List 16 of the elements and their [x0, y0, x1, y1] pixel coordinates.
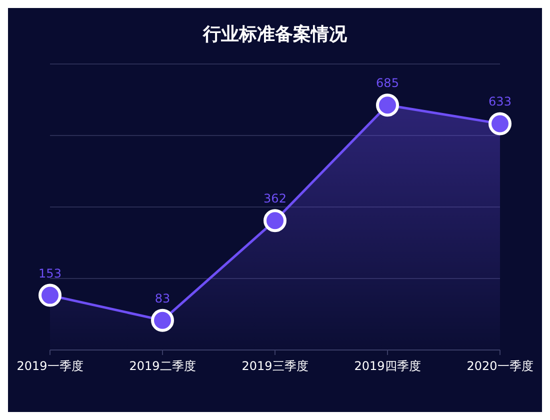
data-label: 685	[376, 76, 399, 90]
x-tick-label: 2019四季度	[354, 359, 421, 373]
data-label: 83	[154, 291, 170, 306]
point	[376, 94, 399, 117]
point	[488, 112, 512, 136]
data-label: 362	[264, 192, 286, 206]
chart-title: 行业标准备案情况	[202, 24, 348, 45]
point	[264, 209, 286, 232]
point	[151, 308, 174, 332]
data-label: 153	[38, 266, 62, 280]
x-tick-label: 2019一季度	[16, 359, 84, 373]
x-tick-label: 2019三季度	[242, 359, 308, 373]
x-tick-label: 2019二季度	[129, 359, 196, 373]
x-tick-label: 2020一季度	[466, 359, 534, 373]
data-label: 633	[488, 94, 512, 109]
point	[38, 284, 62, 307]
